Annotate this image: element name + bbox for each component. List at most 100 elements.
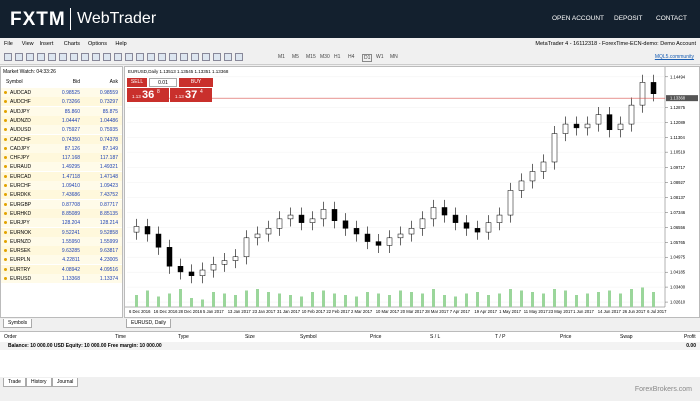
menu-item[interactable]: File bbox=[4, 41, 13, 47]
row-icon bbox=[4, 91, 7, 94]
symbol[interactable]: CHFJPY bbox=[10, 155, 30, 162]
bid: 9.52241 bbox=[61, 229, 80, 236]
timeframe[interactable]: M1 bbox=[278, 54, 285, 60]
terminal-tab[interactable]: History bbox=[26, 378, 52, 387]
tool-icon[interactable] bbox=[92, 53, 100, 61]
price-tag-label: 1.13368 bbox=[670, 96, 686, 101]
symbol[interactable]: EURSEK bbox=[10, 248, 31, 255]
symbol[interactable]: EURPLN bbox=[10, 257, 31, 264]
sell-button[interactable]: SELL bbox=[127, 78, 147, 87]
candle-body bbox=[133, 226, 140, 233]
timeframe[interactable]: H4 bbox=[348, 54, 355, 60]
tool-icon[interactable] bbox=[191, 53, 199, 61]
tool-icon[interactable] bbox=[125, 53, 133, 61]
tool-icon[interactable] bbox=[15, 53, 23, 61]
menu-item[interactable]: Options bbox=[88, 41, 107, 47]
bid: 0.75927 bbox=[61, 127, 80, 134]
symbol[interactable]: EURAUD bbox=[10, 164, 32, 171]
symbols-tab[interactable]: Symbols bbox=[3, 319, 33, 328]
tool-icon[interactable] bbox=[59, 53, 67, 61]
column-header: Order bbox=[4, 334, 17, 340]
symbol[interactable]: EURTRY bbox=[10, 266, 31, 273]
symbol[interactable]: EURCAD bbox=[10, 173, 32, 180]
tool-icon[interactable] bbox=[70, 53, 78, 61]
nav-link[interactable]: OPEN ACCOUNT bbox=[552, 15, 605, 22]
x-tick-label: 5 Jan 2017 bbox=[203, 309, 224, 314]
symbol[interactable]: AUDCHF bbox=[10, 99, 31, 106]
candle-body bbox=[518, 180, 525, 191]
lot-size[interactable]: 0.01 bbox=[149, 78, 177, 87]
terminal-tab[interactable]: Journal bbox=[52, 378, 79, 387]
ask: 9.63817 bbox=[99, 248, 118, 255]
tool-icon[interactable] bbox=[147, 53, 155, 61]
timeframe[interactable]: H1 bbox=[334, 54, 341, 60]
symbol[interactable]: AUDUSD bbox=[10, 127, 32, 134]
symbol[interactable]: CADJPY bbox=[10, 145, 30, 152]
candle-body bbox=[254, 233, 261, 239]
tool-icon[interactable] bbox=[114, 53, 122, 61]
nav-link[interactable]: CONTACT bbox=[656, 15, 687, 22]
symbol[interactable]: EURHKD bbox=[10, 210, 32, 217]
row-icon bbox=[4, 258, 7, 262]
symbol[interactable]: EURCHF bbox=[10, 183, 31, 189]
symbol[interactable]: CADCHF bbox=[10, 136, 31, 143]
tool-icon[interactable] bbox=[103, 53, 111, 61]
x-tick-label: 23 May 2017 bbox=[548, 309, 573, 314]
row-icon bbox=[4, 128, 7, 132]
ask: 7.43752 bbox=[99, 192, 118, 199]
symbol[interactable]: AUDJPY bbox=[10, 108, 30, 115]
chart-tab[interactable]: EURUSD, Daily bbox=[126, 319, 172, 328]
symbol[interactable]: EURGBP bbox=[10, 201, 32, 208]
column-header: Size bbox=[245, 334, 255, 340]
candle-body bbox=[331, 209, 338, 222]
tool-icon[interactable] bbox=[4, 53, 12, 61]
menu-item[interactable]: Help bbox=[115, 41, 127, 47]
tool-icon[interactable] bbox=[158, 53, 166, 61]
timeframe[interactable]: W1 bbox=[376, 54, 384, 60]
tool-icon[interactable] bbox=[235, 53, 243, 61]
menu-item[interactable]: View bbox=[21, 41, 34, 47]
price-box[interactable]: 1.13 37 4 bbox=[170, 88, 212, 102]
tool-icon[interactable] bbox=[37, 53, 45, 61]
tool-icon[interactable] bbox=[180, 53, 188, 61]
volume-bar bbox=[652, 292, 655, 307]
tool-icon[interactable] bbox=[48, 53, 56, 61]
candle-body bbox=[562, 123, 569, 134]
menu-item[interactable]: Insert bbox=[39, 41, 54, 47]
candle-body bbox=[474, 228, 481, 233]
symbol[interactable]: EURNZD bbox=[10, 238, 31, 245]
tool-icon[interactable] bbox=[202, 53, 210, 61]
candle-body bbox=[485, 222, 492, 233]
tool-icon[interactable] bbox=[26, 53, 34, 61]
ask: 128.214 bbox=[99, 220, 118, 227]
tool-icon[interactable] bbox=[169, 53, 177, 61]
timeframe[interactable]: M15 bbox=[306, 54, 316, 60]
community-link[interactable]: MQL5.community bbox=[654, 54, 694, 60]
volume-bar bbox=[245, 290, 248, 307]
timeframe[interactable]: M30 bbox=[320, 54, 330, 60]
ask: 1.09423 bbox=[99, 183, 118, 189]
tool-icon[interactable] bbox=[224, 53, 232, 61]
symbol[interactable]: EURDKK bbox=[10, 192, 31, 199]
symbol[interactable]: AUDCAD bbox=[10, 90, 32, 96]
menu-item[interactable]: Charts bbox=[63, 41, 80, 47]
bid: 0.74350 bbox=[61, 136, 80, 143]
symbol[interactable]: AUDNZD bbox=[10, 117, 31, 124]
symbol[interactable]: EURJPY bbox=[10, 220, 30, 227]
timeframe[interactable]: MN bbox=[390, 54, 398, 60]
nav-link[interactable]: DEPOSIT bbox=[614, 15, 643, 22]
volume-bar bbox=[355, 296, 358, 307]
candle-body bbox=[397, 233, 404, 239]
volume-bar bbox=[234, 295, 237, 307]
symbol[interactable]: EURNOK bbox=[10, 229, 32, 236]
timeframe[interactable]: D1 bbox=[362, 54, 373, 62]
tool-icon[interactable] bbox=[213, 53, 221, 61]
price-box[interactable]: 1.13 36 8 bbox=[127, 88, 169, 102]
terminal-tab[interactable]: Trade bbox=[3, 378, 26, 387]
x-tick-label: 6 Jul 2017 bbox=[647, 309, 667, 314]
timeframe[interactable]: M5 bbox=[292, 54, 299, 60]
symbol[interactable]: EURUSD bbox=[10, 276, 32, 282]
tool-icon[interactable] bbox=[81, 53, 89, 61]
tool-icon[interactable] bbox=[136, 53, 144, 61]
buy-button[interactable]: BUY bbox=[179, 78, 213, 87]
